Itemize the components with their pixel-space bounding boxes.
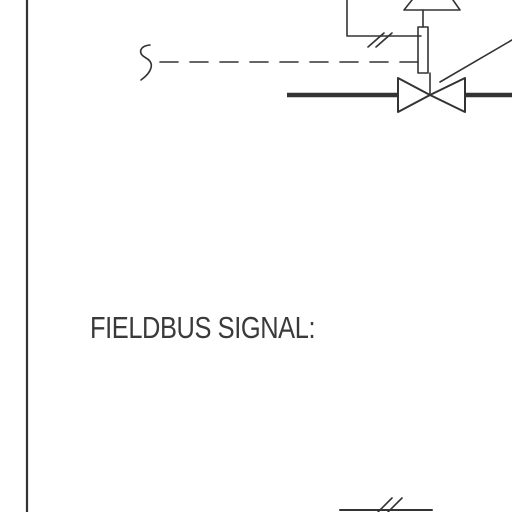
- bottom-hash-mark: [377, 497, 393, 512]
- break-symbol: [139, 44, 153, 81]
- bottom-hash-mark: [387, 497, 403, 512]
- diagonal-signal-line: [439, 39, 512, 83]
- positioner-box: [417, 26, 429, 74]
- signal-hash-mark: [367, 32, 385, 48]
- fieldbus-signal-label: FIELDBUS SIGNAL:: [90, 310, 316, 345]
- valve-body: [397, 77, 466, 113]
- actuator-box: [346, 0, 422, 37]
- actuator-head: [403, 0, 461, 11]
- signal-hash-mark: [375, 32, 393, 48]
